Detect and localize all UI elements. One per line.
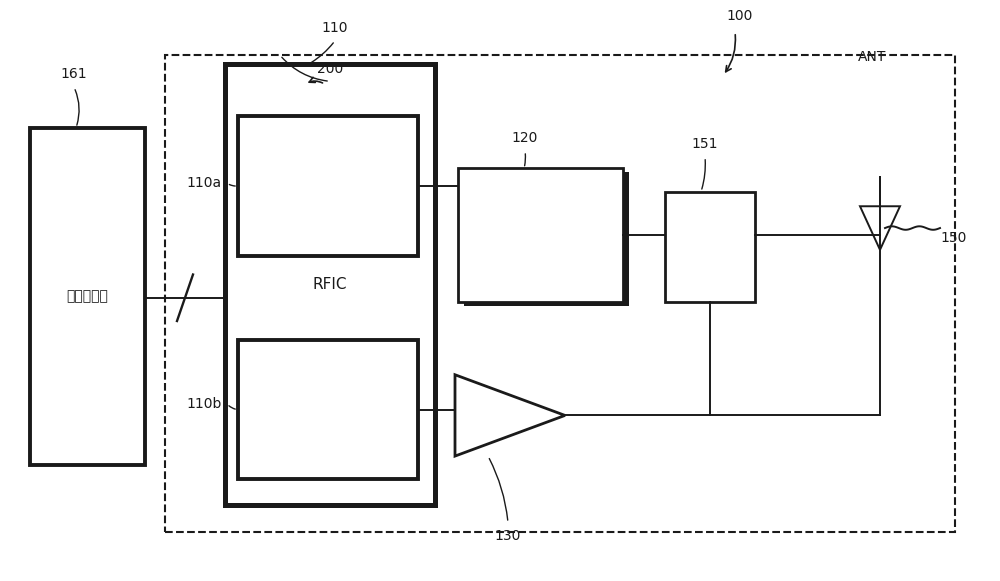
Text: 151: 151 — [692, 137, 718, 151]
Text: 110a: 110a — [187, 176, 222, 190]
Text: PA: PA — [531, 228, 550, 243]
Text: RFIC: RFIC — [313, 277, 347, 292]
Text: 110b: 110b — [187, 397, 222, 411]
Bar — [458, 168, 623, 302]
Bar — [238, 116, 418, 256]
Text: 120: 120 — [512, 131, 538, 145]
Bar — [665, 192, 755, 302]
Text: 100: 100 — [727, 9, 753, 23]
Text: 110: 110 — [322, 21, 348, 35]
Bar — [30, 128, 145, 465]
Text: 200: 200 — [317, 62, 343, 76]
Text: 接收模块: 接收模块 — [311, 403, 345, 417]
Text: ANT: ANT — [858, 50, 886, 64]
Text: 发送模块: 发送模块 — [311, 179, 345, 193]
Bar — [464, 172, 629, 306]
Text: 调制解调器: 调制解调器 — [67, 289, 108, 303]
Bar — [238, 340, 418, 479]
Bar — [225, 64, 435, 505]
Text: 130: 130 — [495, 529, 521, 543]
Text: 150: 150 — [940, 231, 966, 245]
Bar — [165, 55, 955, 532]
Polygon shape — [455, 375, 565, 456]
Text: LNA: LNA — [492, 409, 517, 422]
Text: 161: 161 — [61, 67, 87, 81]
